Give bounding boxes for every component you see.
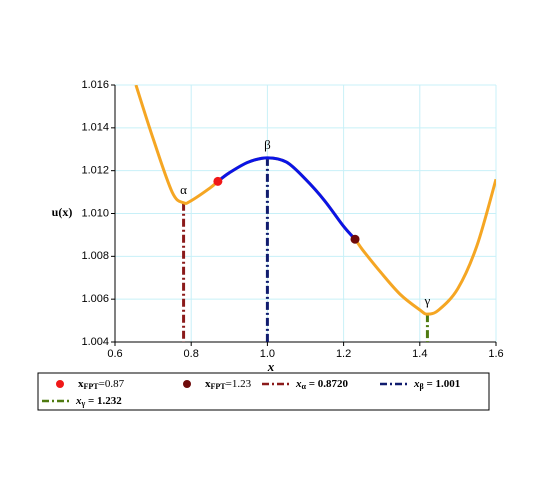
x-axis-label: x — [267, 359, 275, 374]
legend-rest: = 0.8720 — [306, 378, 349, 390]
y-tick-label: 1.008 — [81, 250, 109, 262]
legend-rest: =1.23 — [226, 378, 252, 390]
legend-label: xβ = 1.001 — [413, 378, 460, 391]
point — [213, 176, 223, 186]
legend-sub: FPT — [211, 382, 227, 391]
legend-label: xα = 0.8720 — [295, 378, 348, 391]
legend-sub: FPT — [84, 382, 100, 391]
x-tick-label: 0.6 — [107, 348, 122, 360]
legend-rest: = 1.232 — [85, 395, 122, 407]
curve — [134, 85, 496, 316]
curve — [216, 156, 357, 241]
point — [350, 234, 360, 244]
legend-symbol — [183, 380, 191, 388]
x-tick-label: 1.0 — [260, 348, 275, 360]
annotation: γ — [424, 293, 431, 308]
legend-box — [37, 372, 490, 411]
y-tick-label: 1.010 — [81, 207, 109, 219]
legend-label: xγ = 1.232 — [75, 395, 122, 408]
legend-main: x — [75, 395, 82, 407]
legend-sub: α — [302, 382, 307, 391]
annotation: α — [180, 182, 187, 197]
y-tick-label: 1.014 — [81, 122, 109, 134]
x-tick-label: 1.4 — [412, 348, 427, 360]
plot-area — [134, 85, 496, 316]
legend-sub: β — [420, 382, 424, 391]
legend-main: x — [413, 378, 420, 390]
legend-main: x — [295, 378, 302, 390]
legend-main: x — [78, 378, 84, 390]
annotation: β — [264, 137, 271, 152]
y-tick-label: 1.012 — [81, 165, 109, 177]
x-tick-label: 1.2 — [336, 348, 351, 360]
y-tick-label: 1.016 — [81, 79, 109, 91]
legend-label: xFPT=0.87 — [78, 378, 125, 391]
y-tick-label: 1.004 — [81, 336, 109, 348]
legend-sub: γ — [81, 399, 86, 408]
x-tick-label: 0.8 — [184, 348, 199, 360]
legend-rest: =0.87 — [99, 378, 125, 390]
legend-rest: = 1.001 — [424, 378, 461, 390]
y-axis-label: u(x) — [52, 205, 73, 219]
legend-label: xFPT=1.23 — [205, 378, 252, 391]
legend-symbol — [56, 380, 64, 388]
y-tick-label: 1.006 — [81, 293, 109, 305]
x-tick-label: 1.6 — [488, 348, 503, 360]
legend-main: x — [205, 378, 211, 390]
